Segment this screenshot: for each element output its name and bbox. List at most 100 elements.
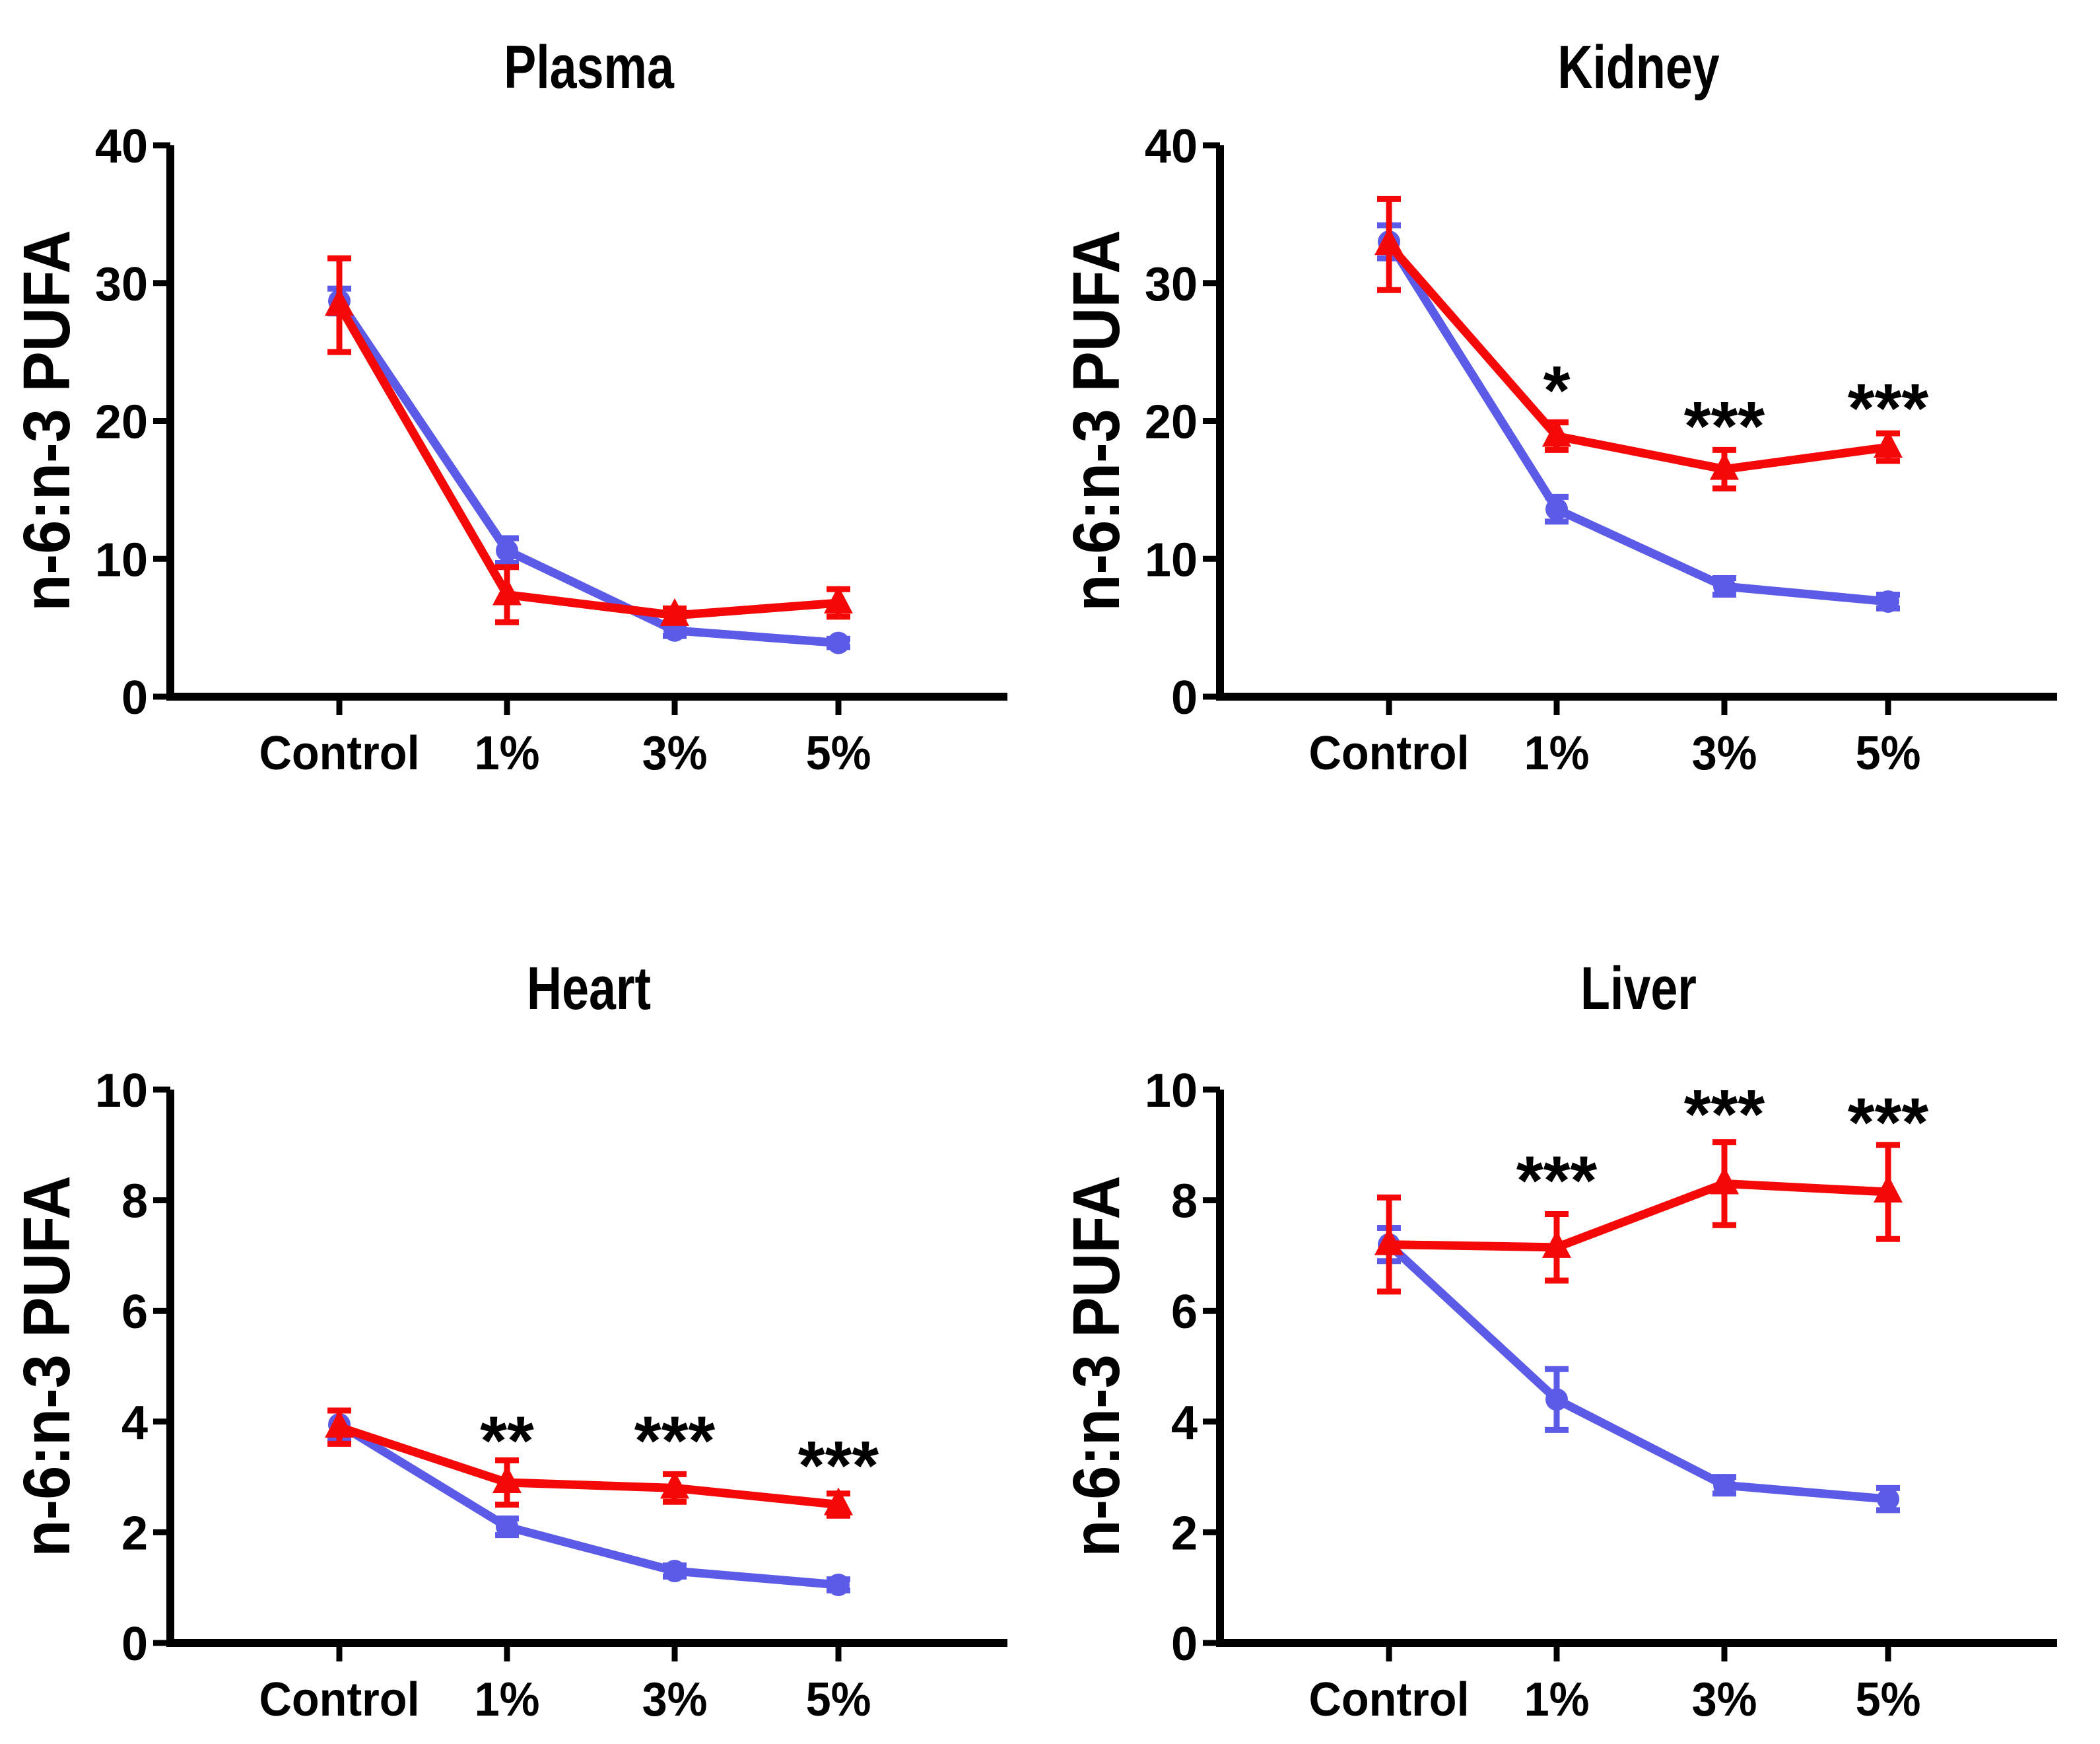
series-line [1388, 1179, 1889, 1252]
y-tick-label: 20 [1145, 396, 1198, 449]
data-point-marker [660, 1471, 689, 1499]
plot-area: 0 2 4 6 8 10 Control 1% 3% 5% *** *** *** [1145, 1064, 2057, 1726]
plot-area: 0 10 20 30 40 Control 1% 3% 5% [95, 120, 1007, 779]
significance-label: *** [798, 1427, 879, 1504]
significance-label: * [1543, 352, 1571, 429]
y-tick-label: 30 [95, 258, 148, 311]
x-tick-label: 1% [1524, 1672, 1590, 1726]
series-line [1385, 239, 1889, 606]
y-tick-label: 2 [1171, 1507, 1198, 1560]
y-tick-label: 6 [121, 1286, 148, 1339]
x-tick-label: 5% [1856, 1672, 1921, 1726]
x-tick-label: Control [259, 1672, 419, 1726]
data-point-marker [663, 1560, 686, 1583]
x-tick-label: Control [1308, 1672, 1469, 1726]
y-axis-label: n-6:n-3 PUFA [1060, 230, 1133, 611]
significance-label: *** [634, 1402, 716, 1479]
data-point-marker [325, 288, 354, 316]
data-point-marker [1710, 452, 1739, 480]
x-tick-label: 5% [806, 726, 871, 779]
data-point-marker [1874, 1175, 1903, 1203]
data-point-marker [1542, 419, 1571, 447]
significance-label: *** [1848, 1084, 1929, 1162]
data-point-marker [1877, 590, 1899, 613]
y-tick-label: 0 [1171, 672, 1198, 724]
data-point-marker [1713, 575, 1736, 598]
y-tick-label: 6 [1171, 1286, 1198, 1339]
data-point-marker [824, 586, 853, 614]
x-tick-label: 1% [475, 1672, 540, 1726]
x-tick-label: Control [259, 726, 419, 779]
series-line [337, 1423, 839, 1509]
x-tick-label: Control [1308, 726, 1469, 779]
data-point-marker [496, 1516, 518, 1539]
plasma-chart: Plasma n-6:n-3 PUFA 0 10 20 30 40 Control 1% 3%… [10, 33, 1007, 779]
x-tick-label: 3% [642, 726, 708, 779]
kidney-chart: Kidney n-6:n-3 PUFA 0 10 20 30 40 Control 1% 3%… [1060, 33, 2057, 779]
y-tick-label: 20 [95, 396, 148, 449]
y-tick-label: 4 [121, 1397, 148, 1449]
y-axis-label: n-6:n-3 PUFA [1060, 1175, 1133, 1557]
significance-label: *** [1848, 370, 1929, 447]
y-tick-label: 8 [121, 1175, 148, 1228]
y-tick-label: 10 [1145, 1064, 1198, 1117]
heart-chart: Heart n-6:n-3 PUFA 0 2 4 6 8 10 Control 1% 3% 5% *… [10, 954, 1007, 1726]
y-tick-label: 0 [1171, 1618, 1198, 1671]
significance-label: ** [480, 1402, 534, 1479]
data-point-marker [1374, 227, 1404, 256]
y-tick-label: 8 [1171, 1175, 1198, 1228]
y-tick-label: 4 [1171, 1397, 1198, 1449]
series-line [335, 302, 839, 620]
data-point-marker [492, 577, 522, 606]
x-tick-label: 3% [1692, 1672, 1757, 1726]
liver-chart: Liver n-6:n-3 PUFA 0 2 4 6 8 10 Control 1% 3% 5% *… [1060, 954, 2057, 1726]
data-point-marker [824, 1487, 853, 1516]
x-tick-label: 3% [1692, 726, 1757, 779]
chart-title: Liver [1580, 954, 1697, 1022]
series-line [1386, 1241, 1889, 1504]
data-point-marker [827, 1574, 850, 1597]
y-tick-label: 0 [121, 1618, 148, 1671]
chart-title: Plasma [504, 33, 674, 101]
data-point-marker [1874, 430, 1903, 458]
data-point-marker [1545, 498, 1568, 521]
data-point-marker [1374, 1227, 1404, 1255]
chart-title: Kidney [1557, 33, 1719, 101]
y-tick-label: 30 [1145, 258, 1198, 311]
y-tick-label: 40 [95, 120, 148, 173]
y-tick-label: 10 [1145, 534, 1198, 586]
panel-plasma: Plasma n-6:n-3 PUFA 0 10 20 30 40 Control 1% 3%… [0, 0, 1050, 858]
significance-label: *** [1516, 1142, 1598, 1220]
data-point-marker [827, 631, 850, 654]
x-tick-label: 3% [642, 1672, 708, 1726]
panel-heart: Heart n-6:n-3 PUFA 0 2 4 6 8 10 Control 1% 3% 5% *… [0, 858, 1050, 1744]
y-axis-label: n-6:n-3 PUFA [10, 230, 83, 611]
data-point-marker [1542, 1230, 1571, 1258]
series-line [337, 1420, 839, 1589]
chart-title: Heart [527, 954, 651, 1022]
panel-kidney: Kidney n-6:n-3 PUFA 0 10 20 30 40 Control 1% 3%… [1050, 0, 2100, 858]
data-point-marker [492, 1465, 522, 1493]
series-line [1386, 242, 1889, 474]
data-point-marker [1710, 1166, 1739, 1195]
y-tick-label: 0 [121, 672, 148, 724]
y-axis-label: n-6:n-3 PUFA [10, 1175, 83, 1557]
data-point-marker [1545, 1388, 1568, 1411]
data-point-marker [1877, 1488, 1899, 1511]
x-tick-label: 1% [475, 726, 540, 779]
panel-liver: Liver n-6:n-3 PUFA 0 2 4 6 8 10 Control 1% 3% 5% *… [1050, 858, 2100, 1744]
y-tick-label: 10 [95, 1064, 148, 1117]
data-point-marker [496, 539, 518, 562]
x-tick-label: 1% [1524, 726, 1590, 779]
y-tick-label: 40 [1145, 120, 1198, 173]
data-point-marker [660, 598, 689, 626]
y-tick-label: 2 [121, 1507, 148, 1560]
series-line [335, 298, 839, 648]
significance-label: *** [1684, 1076, 1765, 1153]
significance-label: *** [1684, 388, 1765, 465]
y-tick-label: 10 [95, 534, 148, 586]
data-point-marker [325, 1410, 354, 1438]
